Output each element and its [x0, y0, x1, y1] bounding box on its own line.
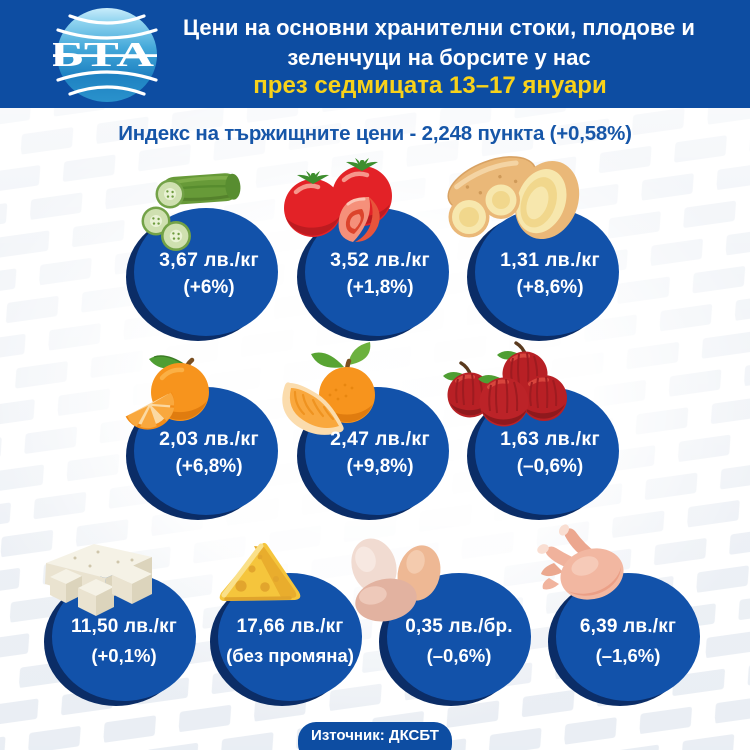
- svg-text:БТА: БТА: [53, 35, 155, 74]
